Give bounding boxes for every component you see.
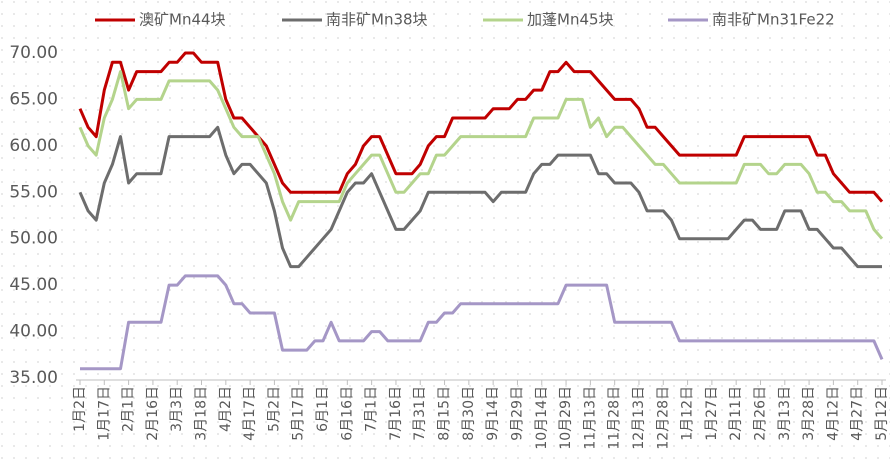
x-tick-label: 3月3日 — [169, 386, 185, 432]
x-tick-label: 1月17日 — [96, 386, 112, 441]
x-tick-label: 3月18日 — [194, 386, 210, 441]
x-tick-label: 8月15日 — [437, 386, 453, 441]
series-line — [78, 51, 884, 203]
x-tick-label: 5月17日 — [291, 386, 307, 441]
x-tick-label: 4月17日 — [242, 386, 258, 441]
x-tick-label: 2月1日 — [121, 386, 137, 432]
x-tick-label: 5月12日 — [874, 386, 890, 441]
x-tick-label: 4月12日 — [825, 386, 841, 441]
x-tick-label: 6月16日 — [339, 386, 355, 441]
y-tick-label: 55.00 — [9, 182, 58, 202]
x-tick-label: 3月13日 — [777, 386, 793, 441]
x-tick-label: 9月29日 — [509, 386, 525, 441]
series-line — [78, 125, 882, 269]
y-tick-label: 35.00 — [9, 368, 58, 388]
x-tick-label: 4月2日 — [218, 386, 234, 432]
series-line — [80, 274, 884, 371]
legend-label: 加蓬Mn45块 — [527, 11, 614, 29]
legend-label: 南非矿Mn31Fe22 — [712, 11, 835, 29]
x-tick-label: 2月11日 — [728, 386, 744, 441]
x-tick-label: 11月13日 — [582, 386, 598, 450]
x-tick-label: 8月30日 — [461, 386, 477, 441]
x-tick-label: 2月26日 — [752, 386, 768, 441]
y-tick-label: 50.00 — [9, 229, 58, 249]
x-tick-label: 10月29日 — [558, 386, 574, 450]
x-tick-label: 6月1日 — [315, 386, 331, 432]
x-tick-label: 4月27日 — [850, 386, 866, 441]
x-tick-label: 7月16日 — [388, 386, 404, 441]
series-line — [78, 70, 884, 240]
x-tick-label: 1月12日 — [680, 386, 696, 441]
y-tick-label: 40.00 — [9, 322, 58, 342]
y-tick-label: 70.00 — [9, 43, 58, 63]
x-tick-label: 10月14日 — [534, 386, 550, 450]
x-tick-label: 7月31日 — [412, 386, 428, 441]
y-tick-label: 65.00 — [9, 89, 58, 109]
legend-label: 澳矿Mn44块 — [139, 11, 226, 29]
x-tick-label: 2月16日 — [145, 386, 161, 441]
y-tick-label: 45.00 — [9, 275, 58, 295]
x-tick-label: 12月28日 — [655, 386, 671, 450]
x-tick-label: 1月2日 — [72, 386, 88, 432]
x-tick-label: 12月13日 — [631, 386, 647, 450]
x-tick-label: 11月28日 — [607, 386, 623, 450]
x-tick-label: 9月14日 — [485, 386, 501, 441]
x-tick-label: 5月2日 — [266, 386, 282, 432]
x-tick-label: 3月28日 — [801, 386, 817, 441]
legend-label: 南非矿Mn38块 — [326, 11, 428, 29]
x-tick-label: 1月27日 — [704, 386, 720, 441]
y-tick-label: 60.00 — [9, 136, 58, 156]
x-tick-label: 7月1日 — [364, 386, 380, 432]
